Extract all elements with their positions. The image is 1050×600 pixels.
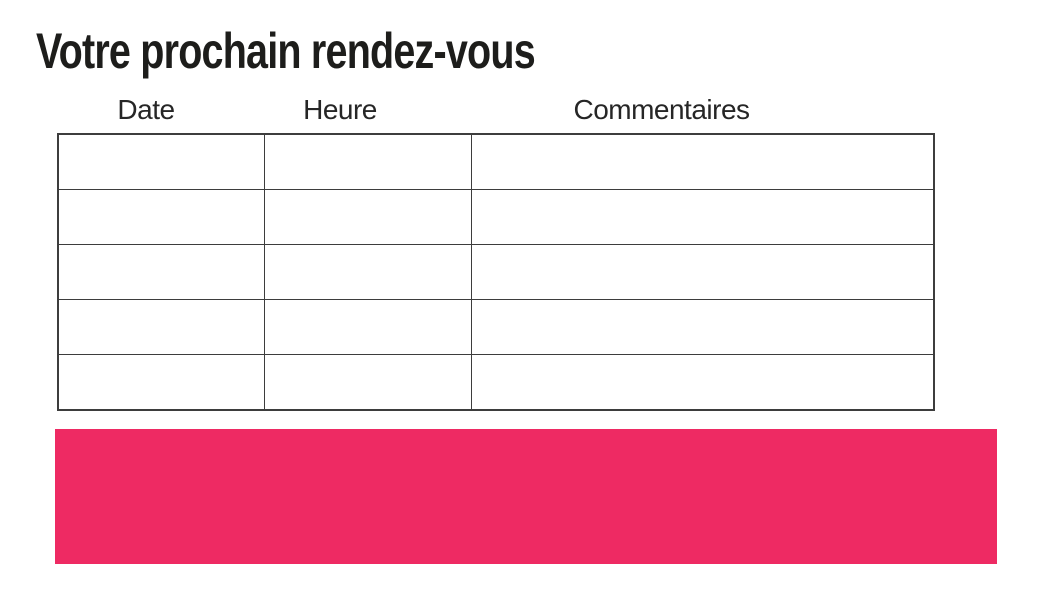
cell-date [57, 354, 265, 411]
table-row [57, 354, 935, 411]
cell-heure [264, 299, 472, 355]
cell-heure [264, 133, 472, 190]
column-header-heure: Heure [303, 94, 377, 125]
highlight-bar [55, 429, 997, 564]
cell-commentaires [471, 299, 935, 355]
cell-heure [264, 354, 472, 411]
cell-commentaires [471, 244, 935, 300]
cell-commentaires [471, 189, 935, 245]
page-title: Votre prochain rendez-vous [36, 23, 536, 79]
appointments-table [57, 133, 935, 411]
cell-commentaires [471, 133, 935, 190]
cell-date [57, 244, 265, 300]
cell-date [57, 189, 265, 245]
table-header-row: Date Heure Commentaires [49, 94, 886, 126]
table-row [57, 189, 935, 245]
table-row [57, 244, 935, 300]
column-header-commentaires: Commentaires [573, 94, 750, 125]
table-row [57, 133, 935, 190]
cell-date [57, 299, 265, 355]
cell-heure [264, 189, 472, 245]
cell-date [57, 133, 265, 190]
cell-commentaires [471, 354, 935, 411]
table-row [57, 299, 935, 355]
cell-heure [264, 244, 472, 300]
column-header-date: Date [117, 94, 175, 125]
